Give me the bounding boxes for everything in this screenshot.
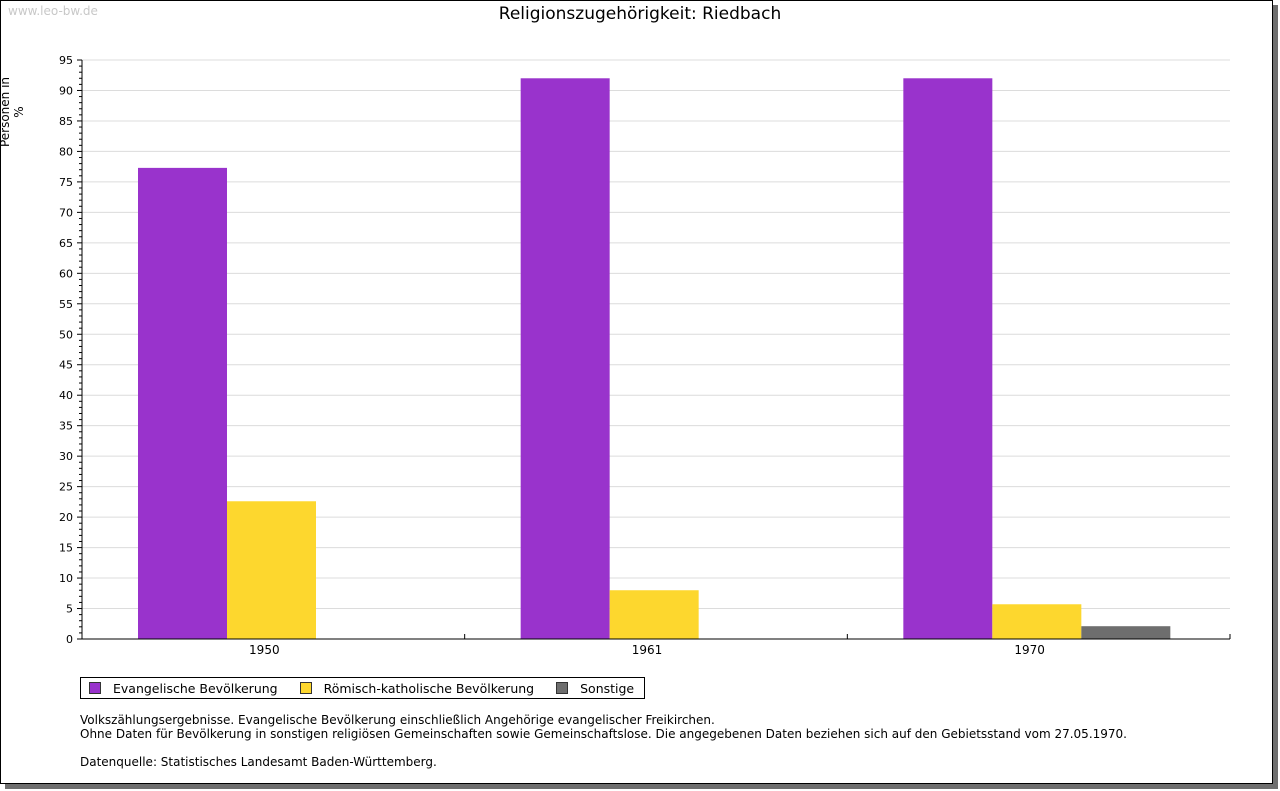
y-tick-label: 0 xyxy=(66,633,73,646)
chart-notes: Volkszählungsergebnisse. Evangelische Be… xyxy=(80,713,1127,769)
bar-chart: 0 5 10 15 20 25 30 35 40 45 50 55 60 65 70 75 80 85 90 95 19… xyxy=(59,54,1231,657)
y-tick-label: 5 xyxy=(66,603,73,616)
y-tick-label: 30 xyxy=(59,450,73,463)
bar-r-misch-katholische-bev-lkerung-1961 xyxy=(609,590,699,639)
y-tick-label: 95 xyxy=(59,54,73,67)
bar-r-misch-katholische-bev-lkerung-1950 xyxy=(227,501,316,639)
y-tick-label: 35 xyxy=(59,420,73,433)
legend-item: Evangelische Bevölkerung xyxy=(89,681,278,696)
chart-title: Religionszugehörigkeit: Riedbach xyxy=(498,4,782,24)
bar-r-misch-katholische-bev-lkerung-1970 xyxy=(992,604,1082,639)
y-tick-label: 75 xyxy=(59,176,73,189)
y-tick-label: 55 xyxy=(59,298,73,311)
y-tick-label: 10 xyxy=(59,572,73,585)
y-tick-label: 20 xyxy=(59,511,73,524)
bar-evangelische-bev-lkerung-1950 xyxy=(138,167,227,640)
note-line-2: Ohne Daten für Bevölkerung in sonstigen … xyxy=(80,727,1127,741)
legend-swatch xyxy=(299,682,312,694)
legend-swatch xyxy=(89,682,101,694)
y-tick-label: 25 xyxy=(59,481,73,494)
x-tick-label: 1961 xyxy=(632,643,663,657)
y-tick-label: 85 xyxy=(59,115,73,128)
bar-evangelische-bev-lkerung-1970 xyxy=(903,78,993,640)
bar-evangelische-bev-lkerung-1961 xyxy=(520,78,610,640)
note-line-1: Volkszählungsergebnisse. Evangelische Be… xyxy=(80,713,715,727)
y-tick-label: 80 xyxy=(59,145,73,158)
legend-item: Römisch-katholische Bevölkerung xyxy=(299,680,535,696)
y-tick-label: 40 xyxy=(59,389,73,402)
y-tick-label: 60 xyxy=(59,267,73,280)
legend-item: Sonstige xyxy=(556,681,634,696)
data-source: Datenquelle: Statistisches Landesamt Bad… xyxy=(80,755,437,769)
legend-label: Sonstige xyxy=(580,680,635,696)
y-tick-label: 45 xyxy=(59,359,73,372)
legend-label: Evangelische Bevölkerung xyxy=(113,680,278,696)
legend-swatch xyxy=(556,682,569,694)
y-tick-label: 15 xyxy=(59,542,73,555)
x-tick-label: 1970 xyxy=(1014,643,1045,657)
x-tick-label: 1950 xyxy=(249,643,280,657)
watermark: www.leo-bw.de xyxy=(8,4,98,18)
y-tick-label: 70 xyxy=(59,206,73,219)
y-tick-label: 50 xyxy=(59,328,73,341)
y-tick-label: 65 xyxy=(59,237,73,250)
legend-label: Römisch-katholische Bevölkerung xyxy=(323,680,535,696)
bar-sonstige-1970 xyxy=(1081,626,1171,639)
y-tick-label: 90 xyxy=(59,84,73,97)
legend: Evangelische Bevölkerung Römisch-katholis… xyxy=(80,677,646,699)
